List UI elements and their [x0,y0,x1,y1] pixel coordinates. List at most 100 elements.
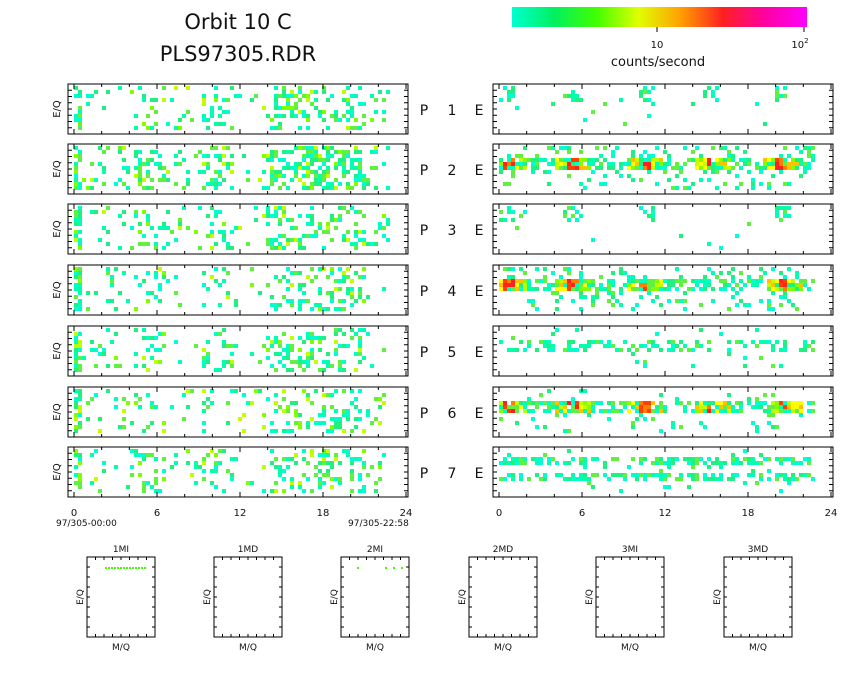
colorbar-tick-label-100-exp: 2 [804,37,808,45]
right-panel-7-cell [543,473,547,477]
right-panel-4-cell [551,283,555,287]
right-panel-4-cell [511,279,515,283]
right-panel-6-cell [635,405,639,409]
left-panel-6-cell [258,389,262,393]
right-panel-6-cell [635,417,639,421]
right-panel-7-cell [759,477,763,481]
left-panel-6-cell [270,421,274,425]
right-panel-2-cell [587,166,591,170]
left-panel-3-cell [338,206,342,210]
time-end-label: 97/305-22:58 [348,519,409,529]
left-panel-6-cell [326,393,330,397]
left-panel-3-cell [298,242,302,246]
right-panel-2-cell [699,162,703,166]
right-panel-6-cell [631,401,635,405]
left-panel-6-cell [274,401,278,405]
left-panel-1-cell [374,98,378,102]
right-panel-1-cell [691,102,695,106]
right-panel-4-cell [507,267,511,271]
right-panel-1-cell [603,102,607,106]
left-panel-2-cell [118,178,122,182]
left-panel-4-cell [310,279,314,283]
left-panel-3-cell [206,234,210,238]
panel-ylabel-eq: E/Q [52,160,63,178]
right-panel-2-cell [663,170,667,174]
left-panel-3-cell [386,222,390,226]
left-panel-5-cell [82,356,86,360]
mass-panel-frame [468,556,538,638]
right-panel-2-cell [675,174,679,178]
right-panel-7-cell [659,461,663,465]
left-panel-5-cell [286,368,290,372]
right-panel-1-cell [579,98,583,102]
right-panel-2-cell [699,154,703,158]
right-panel-2-cell [763,158,767,162]
right-panel-2-cell [683,178,687,182]
left-panel-4-cell [298,303,302,307]
left-panel-2-cell [174,162,178,166]
right-panel-4-cell [683,279,687,283]
right-panel-2-cell [707,162,711,166]
left-panel-5-cell [358,344,362,348]
right-panel-2-cell [587,162,591,166]
left-panel-7-cell [230,477,234,481]
left-panel-2-cell [314,154,318,158]
right-panel-2-cell [507,154,511,158]
left-panel-2-cell [202,170,206,174]
left-panel-2-cell [122,158,126,162]
right-panel-6-cell [643,405,647,409]
left-panel-1-cell [78,110,82,114]
left-panel-2-cell [186,178,190,182]
right-panel-4-cell [635,303,639,307]
right-panel-6-cell [787,401,791,405]
right-panel-6-cell [783,401,787,405]
right-panel-2-cell [603,146,607,150]
right-panel-4-cell [507,275,511,279]
left-panel-7-cell [222,489,226,493]
right-panel-2-cell [755,166,759,170]
left-panel-7-cell [210,481,214,485]
right-panel-7-cell [775,477,779,481]
right-panel-2-cell [807,150,811,154]
panel-label-p: P [420,284,428,300]
right-panel-1-cell [763,122,767,126]
right-panel-7-cell [519,461,523,465]
left-panel-7-cell [146,453,150,457]
left-panel-2-cell [350,166,354,170]
left-panel-4-cell [326,307,330,311]
left-panel-7-cell [154,489,158,493]
right-panel-6-cell [679,425,683,429]
right-panel-3-cells [499,206,791,250]
left-panel-2-cell [138,170,142,174]
left-panel-4-cell [290,283,294,287]
left-panel-3-cell [322,230,326,234]
left-panel-3-cell [170,230,174,234]
right-panel-2-cell [719,146,723,150]
left-panel-3-cell [302,234,306,238]
right-panel-2-cell [635,158,639,162]
right-panel-7-cell [715,477,719,481]
left-panel-1-cell [326,98,330,102]
left-panel-4-cell [122,271,126,275]
right-panel-7-cell [751,457,755,461]
right-panel-4-cell [507,287,511,291]
left-panel-6-cell [306,397,310,401]
right-panel-6-cell [735,409,739,413]
right-panel-3-cell [735,234,739,238]
left-panel-3-cell [350,242,354,246]
left-panel-6-cell [346,417,350,421]
left-panel-1-cell [282,90,286,94]
right-panel-2-cell [499,162,503,166]
right-panel-1-cell [511,86,515,90]
left-panel-1-cell [150,106,154,110]
left-panel-7-cell [370,465,374,469]
right-panel-4-cell [559,275,563,279]
right-panel-7-cell [615,457,619,461]
right-panel-4-cell [563,283,567,287]
left-panel-3-cell [286,238,290,242]
right-panel-4-cell [651,283,655,287]
right-panel-2-cell [751,178,755,182]
right-panel-2-cell [659,162,663,166]
left-panel-1-cell [230,86,234,90]
mass-panel-dot [385,567,387,569]
